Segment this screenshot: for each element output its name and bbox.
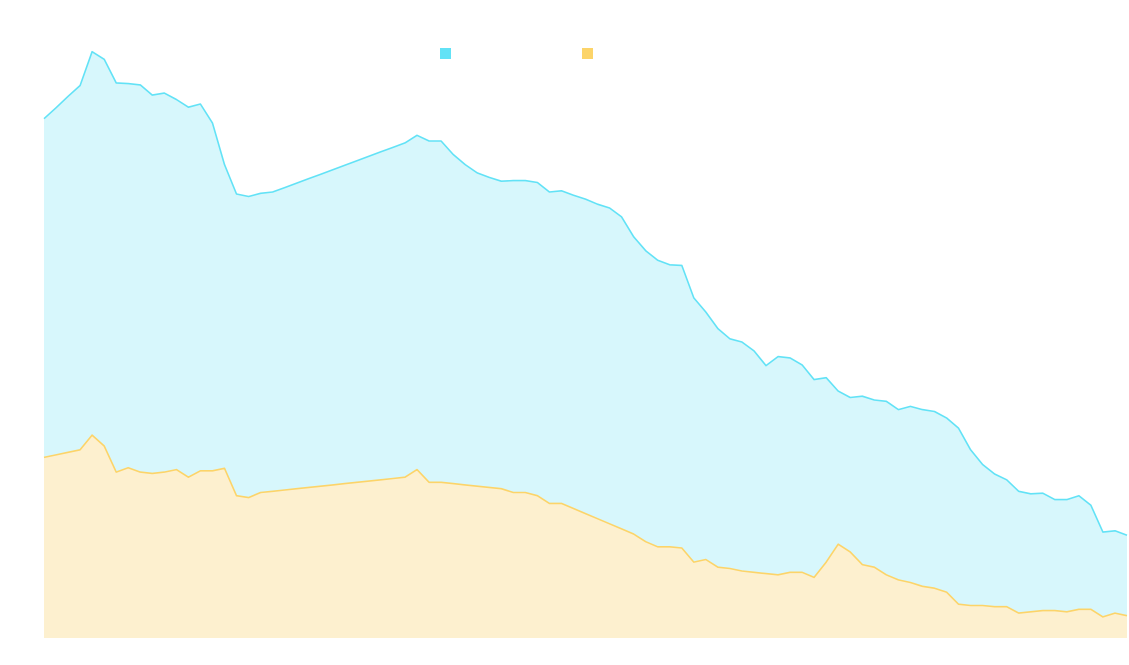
chart-legend (440, 48, 593, 59)
series-0-area (44, 435, 1127, 638)
series-1-area (44, 51, 1127, 617)
plot-area (43, 50, 1128, 638)
legend-swatch-series-0[interactable] (582, 48, 593, 59)
series-0-line (43, 434, 1128, 618)
legend-swatch-series-1[interactable] (440, 48, 451, 59)
series-1-line (43, 50, 1128, 537)
